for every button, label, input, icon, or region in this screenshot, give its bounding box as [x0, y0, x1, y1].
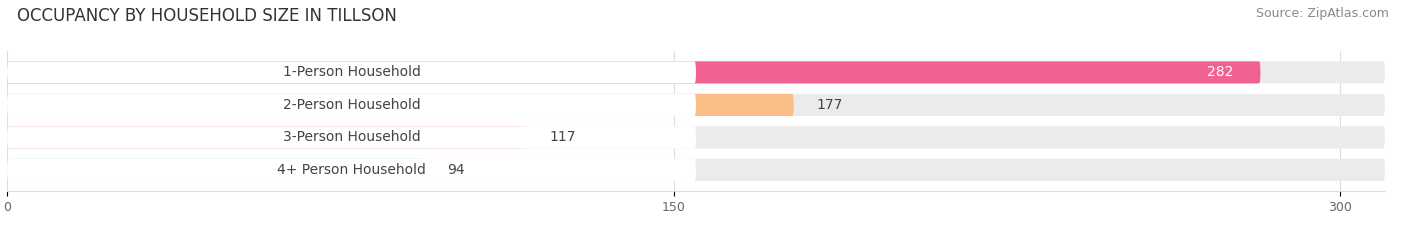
FancyBboxPatch shape	[7, 126, 1385, 148]
FancyBboxPatch shape	[7, 159, 696, 181]
Text: OCCUPANCY BY HOUSEHOLD SIZE IN TILLSON: OCCUPANCY BY HOUSEHOLD SIZE IN TILLSON	[17, 7, 396, 25]
Text: 2-Person Household: 2-Person Household	[283, 98, 420, 112]
FancyBboxPatch shape	[7, 94, 794, 116]
Text: 282: 282	[1208, 65, 1234, 79]
Text: 177: 177	[815, 98, 842, 112]
FancyBboxPatch shape	[7, 61, 1385, 83]
FancyBboxPatch shape	[7, 61, 696, 83]
FancyBboxPatch shape	[7, 94, 696, 116]
Text: 1-Person Household: 1-Person Household	[283, 65, 420, 79]
FancyBboxPatch shape	[7, 126, 527, 148]
FancyBboxPatch shape	[7, 61, 1260, 83]
Text: 3-Person Household: 3-Person Household	[283, 130, 420, 144]
FancyBboxPatch shape	[7, 94, 1385, 116]
FancyBboxPatch shape	[7, 159, 1385, 181]
FancyBboxPatch shape	[7, 126, 696, 148]
Text: Source: ZipAtlas.com: Source: ZipAtlas.com	[1256, 7, 1389, 20]
Text: 94: 94	[447, 163, 465, 177]
Text: 117: 117	[550, 130, 576, 144]
Text: 4+ Person Household: 4+ Person Household	[277, 163, 426, 177]
FancyBboxPatch shape	[7, 159, 425, 181]
